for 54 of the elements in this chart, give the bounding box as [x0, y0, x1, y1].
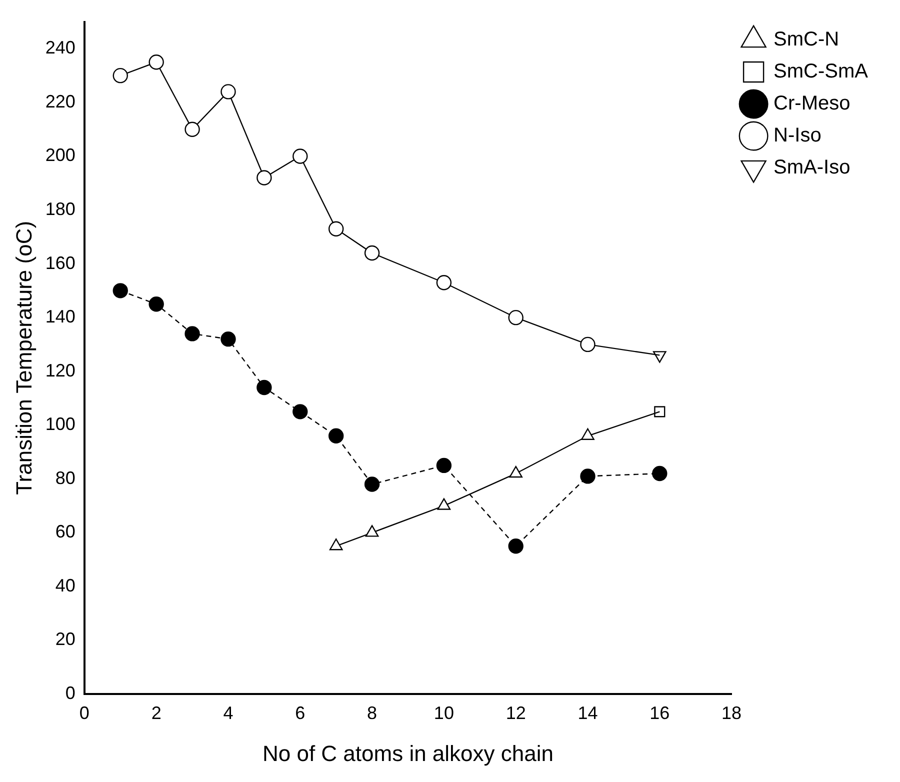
y-tick-label: 160 [45, 252, 76, 273]
y-tick-label: 240 [45, 38, 76, 58]
point [148, 54, 164, 70]
point [256, 380, 272, 396]
y-tick-label: 180 [45, 198, 76, 219]
point [436, 458, 452, 474]
y-tick-label: 80 [55, 468, 76, 488]
point [364, 245, 380, 261]
point [580, 336, 596, 352]
x-tick-label: 2 [151, 702, 162, 723]
point [580, 468, 596, 484]
y-tick-label: 60 [55, 522, 76, 542]
x-tick-label: 0 [79, 702, 90, 723]
point [220, 331, 236, 347]
point [292, 404, 308, 420]
y-axis-title: Transition Temperature (oC) [11, 220, 36, 495]
y-tick-label: 220 [45, 91, 76, 112]
x-tick-label: 18 [722, 702, 742, 723]
point [436, 275, 452, 290]
point [112, 68, 128, 84]
point [184, 122, 200, 137]
point [256, 170, 272, 186]
point [652, 466, 668, 482]
y-tick-label: 20 [55, 629, 76, 650]
point [328, 221, 344, 236]
x-tick-label: 14 [578, 702, 598, 723]
y-tick-label: 200 [45, 145, 76, 166]
x-tick-label: 6 [295, 702, 306, 723]
point [508, 538, 524, 554]
x-tick-label: 10 [434, 702, 454, 723]
y-tick-label: 0 [65, 682, 76, 703]
x-tick-label: 4 [223, 702, 234, 723]
point [292, 148, 308, 164]
y-tick-label: 140 [45, 306, 76, 327]
point [654, 406, 666, 418]
point [364, 476, 380, 492]
x-axis-title: No of C atoms in alkoxy chain [262, 740, 554, 766]
point [148, 296, 164, 312]
legend-label: N-Iso [774, 124, 822, 147]
point [328, 428, 344, 444]
legend-label: SmC-SmA [774, 60, 869, 83]
legend-label: SmA-Iso [774, 156, 850, 179]
legend-label: Cr-Meso [774, 92, 850, 115]
x-tick-label: 8 [367, 702, 378, 723]
x-tick-label: 12 [506, 702, 526, 723]
point [220, 84, 236, 100]
x-tick-label: 16 [650, 702, 670, 723]
point [112, 283, 128, 298]
legend-label: SmC-N [774, 28, 840, 51]
point [508, 310, 524, 326]
y-tick-label: 100 [45, 414, 76, 434]
point [184, 326, 200, 342]
y-tick-label: 40 [55, 575, 76, 596]
y-tick-label: 120 [45, 360, 76, 380]
